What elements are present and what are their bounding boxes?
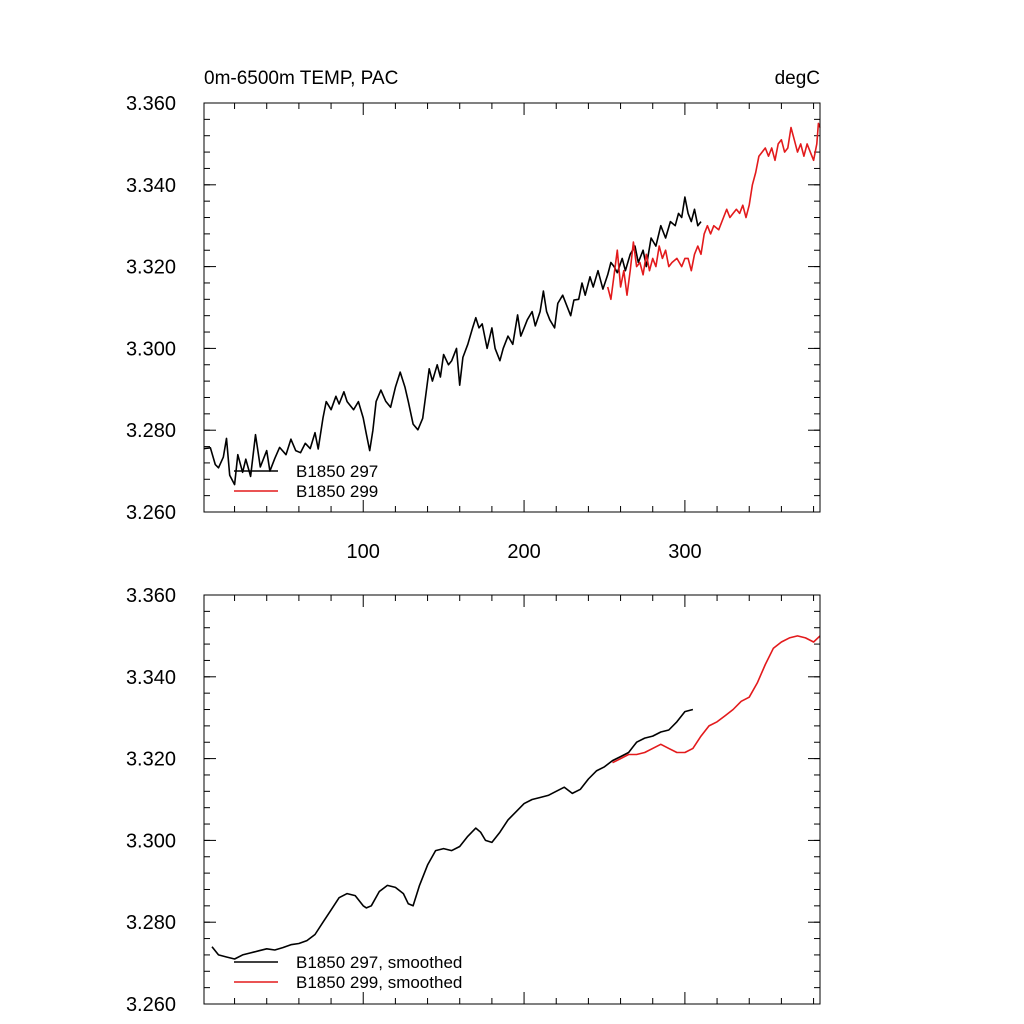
y-tick-label: 3.320 bbox=[126, 749, 176, 771]
y-tick-label: 3.260 bbox=[126, 994, 176, 1016]
legend-label-b1850-299: B1850 299 bbox=[296, 482, 378, 501]
x-tick-label: 300 bbox=[668, 541, 701, 563]
top-panel-title: 0m-6500m TEMP, PAC bbox=[204, 68, 398, 89]
series-line-b1850-299-smoothed bbox=[612, 635, 821, 764]
bottom-panel: 3.260 3.280 3.300 3.320 3.340 3.360 B1850 297… bbox=[126, 585, 821, 1016]
bottom-panel-legend: B1850 297, smoothed B1850 299, smoothed bbox=[234, 953, 462, 992]
x-tick-label: 100 bbox=[347, 541, 380, 563]
y-tick-label: 3.260 bbox=[126, 502, 176, 524]
y-tick-label: 3.360 bbox=[126, 585, 176, 607]
series-line-b1850-297-smoothed bbox=[211, 708, 694, 960]
y-tick-label: 3.320 bbox=[126, 257, 176, 279]
y-tick-label: 3.300 bbox=[126, 338, 176, 360]
top-panel-frame bbox=[203, 102, 821, 513]
y-tick-label: 3.340 bbox=[126, 667, 176, 689]
legend-label-b1850-297: B1850 297 bbox=[296, 462, 378, 481]
series-line-b1850-297 bbox=[203, 196, 702, 486]
top-panel-ticks: 3.260 3.280 3.300 3.320 3.340 3.360 100 200 300 bbox=[126, 93, 820, 563]
x-tick-label: 200 bbox=[507, 541, 540, 563]
y-tick-label: 3.280 bbox=[126, 420, 176, 442]
series-line-b1850-299 bbox=[606, 122, 821, 301]
top-panel: 0m-6500m TEMP, PAC degC 3.2603.2803.3003… bbox=[126, 68, 821, 563]
legend-label-b1850-299-smoothed: B1850 299, smoothed bbox=[296, 973, 462, 992]
top-panel-series bbox=[203, 122, 821, 486]
y-tick-label: 3.280 bbox=[126, 912, 176, 934]
top-panel-legend: B1850 297 B1850 299 bbox=[234, 462, 378, 501]
bottom-panel-series bbox=[211, 635, 821, 960]
y-tick-label: 3.360 bbox=[126, 93, 176, 115]
y-tick-label: 3.340 bbox=[126, 175, 176, 197]
y-tick-label: 3.300 bbox=[126, 830, 176, 852]
bottom-panel-frame bbox=[203, 594, 821, 1005]
bottom-panel-ticks: 3.260 3.280 3.300 3.320 3.340 3.360 bbox=[126, 585, 820, 1016]
top-panel-units: degC bbox=[775, 68, 820, 89]
legend-label-b1850-297-smoothed: B1850 297, smoothed bbox=[296, 953, 462, 972]
